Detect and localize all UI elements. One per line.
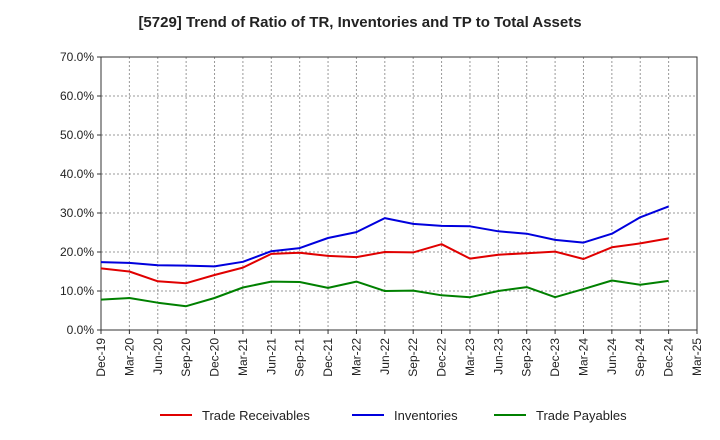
y-tick-label: 30.0%: [60, 206, 94, 220]
legend-label-inventories: Inventories: [394, 407, 458, 423]
series-line-trade-payables: [100, 279, 669, 308]
legend-label-trade-receivables: Trade Receivables: [202, 407, 310, 423]
x-tick-label: Dec-22: [435, 338, 449, 377]
y-tick-label: 0.0%: [67, 323, 95, 337]
series-line-inventories: [100, 205, 669, 268]
x-tick-label: Dec-21: [321, 338, 335, 377]
y-tick-label: 40.0%: [60, 167, 94, 181]
x-tick-label: Sep-21: [293, 338, 307, 377]
x-tick-label: Sep-22: [406, 338, 420, 377]
chart-title: [5729] Trend of Ratio of TR, Inventories…: [138, 14, 582, 31]
x-tick-label: Sep-24: [633, 338, 647, 377]
x-tick-label: Jun-24: [605, 338, 619, 375]
legend-item-trade-receivables: Trade Receivables: [160, 404, 310, 426]
legend-label-trade-payables: Trade Payables: [536, 407, 627, 423]
legend-item-trade-payables: Trade Payables: [494, 404, 627, 426]
y-tick-label: 70.0%: [60, 50, 94, 64]
y-tick-label: 20.0%: [60, 245, 94, 259]
x-tick-label: Sep-23: [520, 338, 534, 377]
x-tick-label: Mar-21: [236, 338, 250, 376]
x-tick-label: Jun-21: [264, 338, 278, 375]
x-tick-label: Jun-22: [378, 338, 392, 375]
series-line-trade-receivables: [100, 237, 669, 285]
x-tick-label: Sep-20: [179, 338, 193, 377]
x-tick-label: Mar-25: [690, 338, 704, 376]
legend-item-inventories: Inventories: [352, 404, 458, 426]
x-tick-label: Dec-23: [548, 338, 562, 377]
plot-area-frame: [100, 56, 698, 331]
y-tick-label: 50.0%: [60, 128, 94, 142]
legend-swatch-trade-payables: [494, 414, 526, 416]
y-tick-label: 60.0%: [60, 89, 94, 103]
x-tick-label: Dec-24: [662, 338, 676, 377]
x-tick-label: Dec-20: [208, 338, 222, 377]
x-tick-label: Dec-19: [94, 338, 108, 377]
legend: Trade Receivables Inventories Trade Paya…: [0, 404, 720, 426]
x-tick-label: Mar-23: [463, 338, 477, 376]
x-tick-label: Mar-22: [349, 338, 363, 376]
x-tick-label: Jun-20: [151, 338, 165, 375]
x-tick-label: Mar-24: [576, 338, 590, 376]
legend-swatch-inventories: [352, 414, 384, 416]
x-tick-label: Mar-20: [122, 338, 136, 376]
x-tick-label: Jun-23: [491, 338, 505, 375]
y-tick-label: 10.0%: [60, 284, 94, 298]
legend-swatch-trade-receivables: [160, 414, 192, 416]
